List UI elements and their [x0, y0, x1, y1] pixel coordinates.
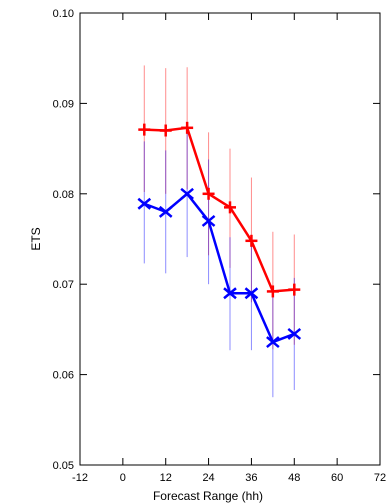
- data-point: [201, 214, 216, 227]
- data-point: [287, 327, 302, 340]
- y-tick-label: 0.10: [53, 8, 74, 20]
- markers: [137, 121, 302, 349]
- y-tick-label: 0.08: [53, 189, 74, 201]
- y-axis-title: ETS: [29, 227, 43, 250]
- data-point: [202, 187, 215, 200]
- x-tick-label: -12: [72, 472, 88, 484]
- data-point: [159, 124, 172, 137]
- error-bars: [143, 65, 295, 398]
- y-tick-label: 0.07: [53, 279, 74, 291]
- x-axis-title: Forecast Range (hh): [153, 489, 263, 503]
- data-point: [180, 187, 194, 200]
- data-point: [158, 205, 173, 218]
- data-point: [224, 201, 236, 214]
- x-tick-label: 36: [245, 472, 257, 484]
- y-tick-label: 0.09: [53, 98, 74, 110]
- y-tick-label: 0.06: [53, 370, 74, 382]
- data-point: [288, 283, 301, 296]
- x-tick-label: 48: [288, 472, 300, 484]
- data-point: [245, 234, 258, 247]
- data-point: [138, 123, 151, 136]
- data-point: [223, 287, 237, 300]
- series-line: [143, 192, 295, 344]
- x-tick-label: 60: [331, 472, 343, 484]
- data-point: [244, 287, 259, 300]
- data-point: [266, 285, 279, 298]
- data-point: [181, 121, 194, 134]
- x-tick-label: 12: [160, 472, 172, 484]
- x-tick-label: 0: [120, 472, 126, 484]
- y-tick-label: 0.05: [53, 460, 74, 472]
- tick-labels: -12 0 12 24 36 48 60 72 0.05 0.06 0.07 0.08 0.09 0.10: [53, 8, 387, 484]
- x-tick-label: 72: [374, 472, 386, 484]
- series-lines: [143, 126, 295, 344]
- x-tick-label: 24: [202, 472, 214, 484]
- plot-frame: [79, 12, 381, 466]
- data-point: [137, 197, 152, 210]
- data-point: [266, 336, 280, 349]
- axis-ticks: [79, 12, 381, 466]
